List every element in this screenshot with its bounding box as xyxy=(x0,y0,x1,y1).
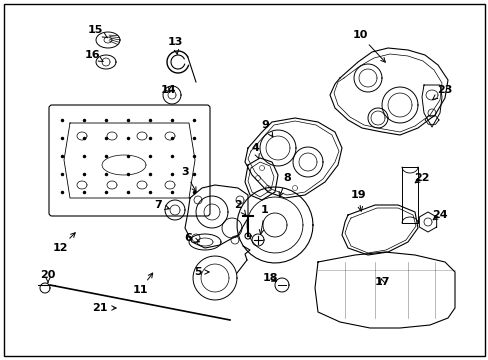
Text: 9: 9 xyxy=(261,120,272,137)
Text: 13: 13 xyxy=(167,37,183,54)
Text: 8: 8 xyxy=(279,173,290,197)
Text: 11: 11 xyxy=(132,273,152,295)
Text: 10: 10 xyxy=(351,30,385,62)
Text: 1: 1 xyxy=(259,205,268,234)
Text: 24: 24 xyxy=(431,210,447,220)
Text: 12: 12 xyxy=(52,233,75,253)
Text: 3: 3 xyxy=(181,167,196,192)
Text: 2: 2 xyxy=(234,200,245,215)
Text: 16: 16 xyxy=(84,50,103,62)
Text: 19: 19 xyxy=(349,190,365,211)
Text: 15: 15 xyxy=(87,25,108,38)
Text: 7: 7 xyxy=(154,200,169,210)
Text: 23: 23 xyxy=(432,85,452,100)
Text: 20: 20 xyxy=(40,270,56,283)
Text: 21: 21 xyxy=(92,303,116,313)
Text: 6: 6 xyxy=(183,233,199,243)
Text: 4: 4 xyxy=(250,143,259,159)
Text: 14: 14 xyxy=(160,85,176,95)
Text: 18: 18 xyxy=(262,273,277,283)
Text: 5: 5 xyxy=(194,267,209,277)
Text: 22: 22 xyxy=(413,173,429,183)
Text: 17: 17 xyxy=(373,277,389,287)
